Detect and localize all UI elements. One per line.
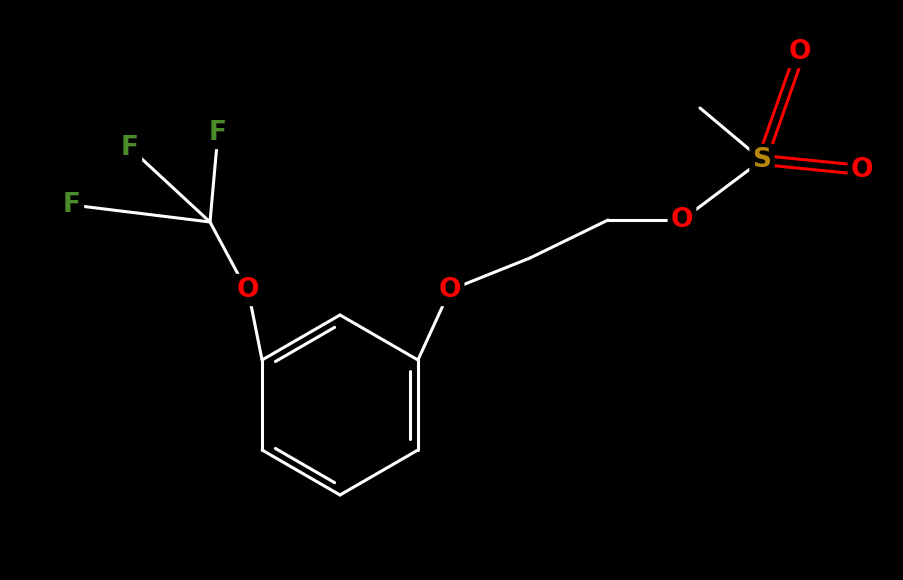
- Text: F: F: [209, 120, 227, 146]
- Text: O: O: [670, 207, 693, 233]
- Text: O: O: [850, 157, 872, 183]
- Text: O: O: [788, 39, 810, 65]
- Text: O: O: [438, 277, 461, 303]
- Text: O: O: [237, 277, 259, 303]
- Text: F: F: [121, 135, 139, 161]
- Text: S: S: [751, 147, 770, 173]
- Text: F: F: [63, 192, 81, 218]
